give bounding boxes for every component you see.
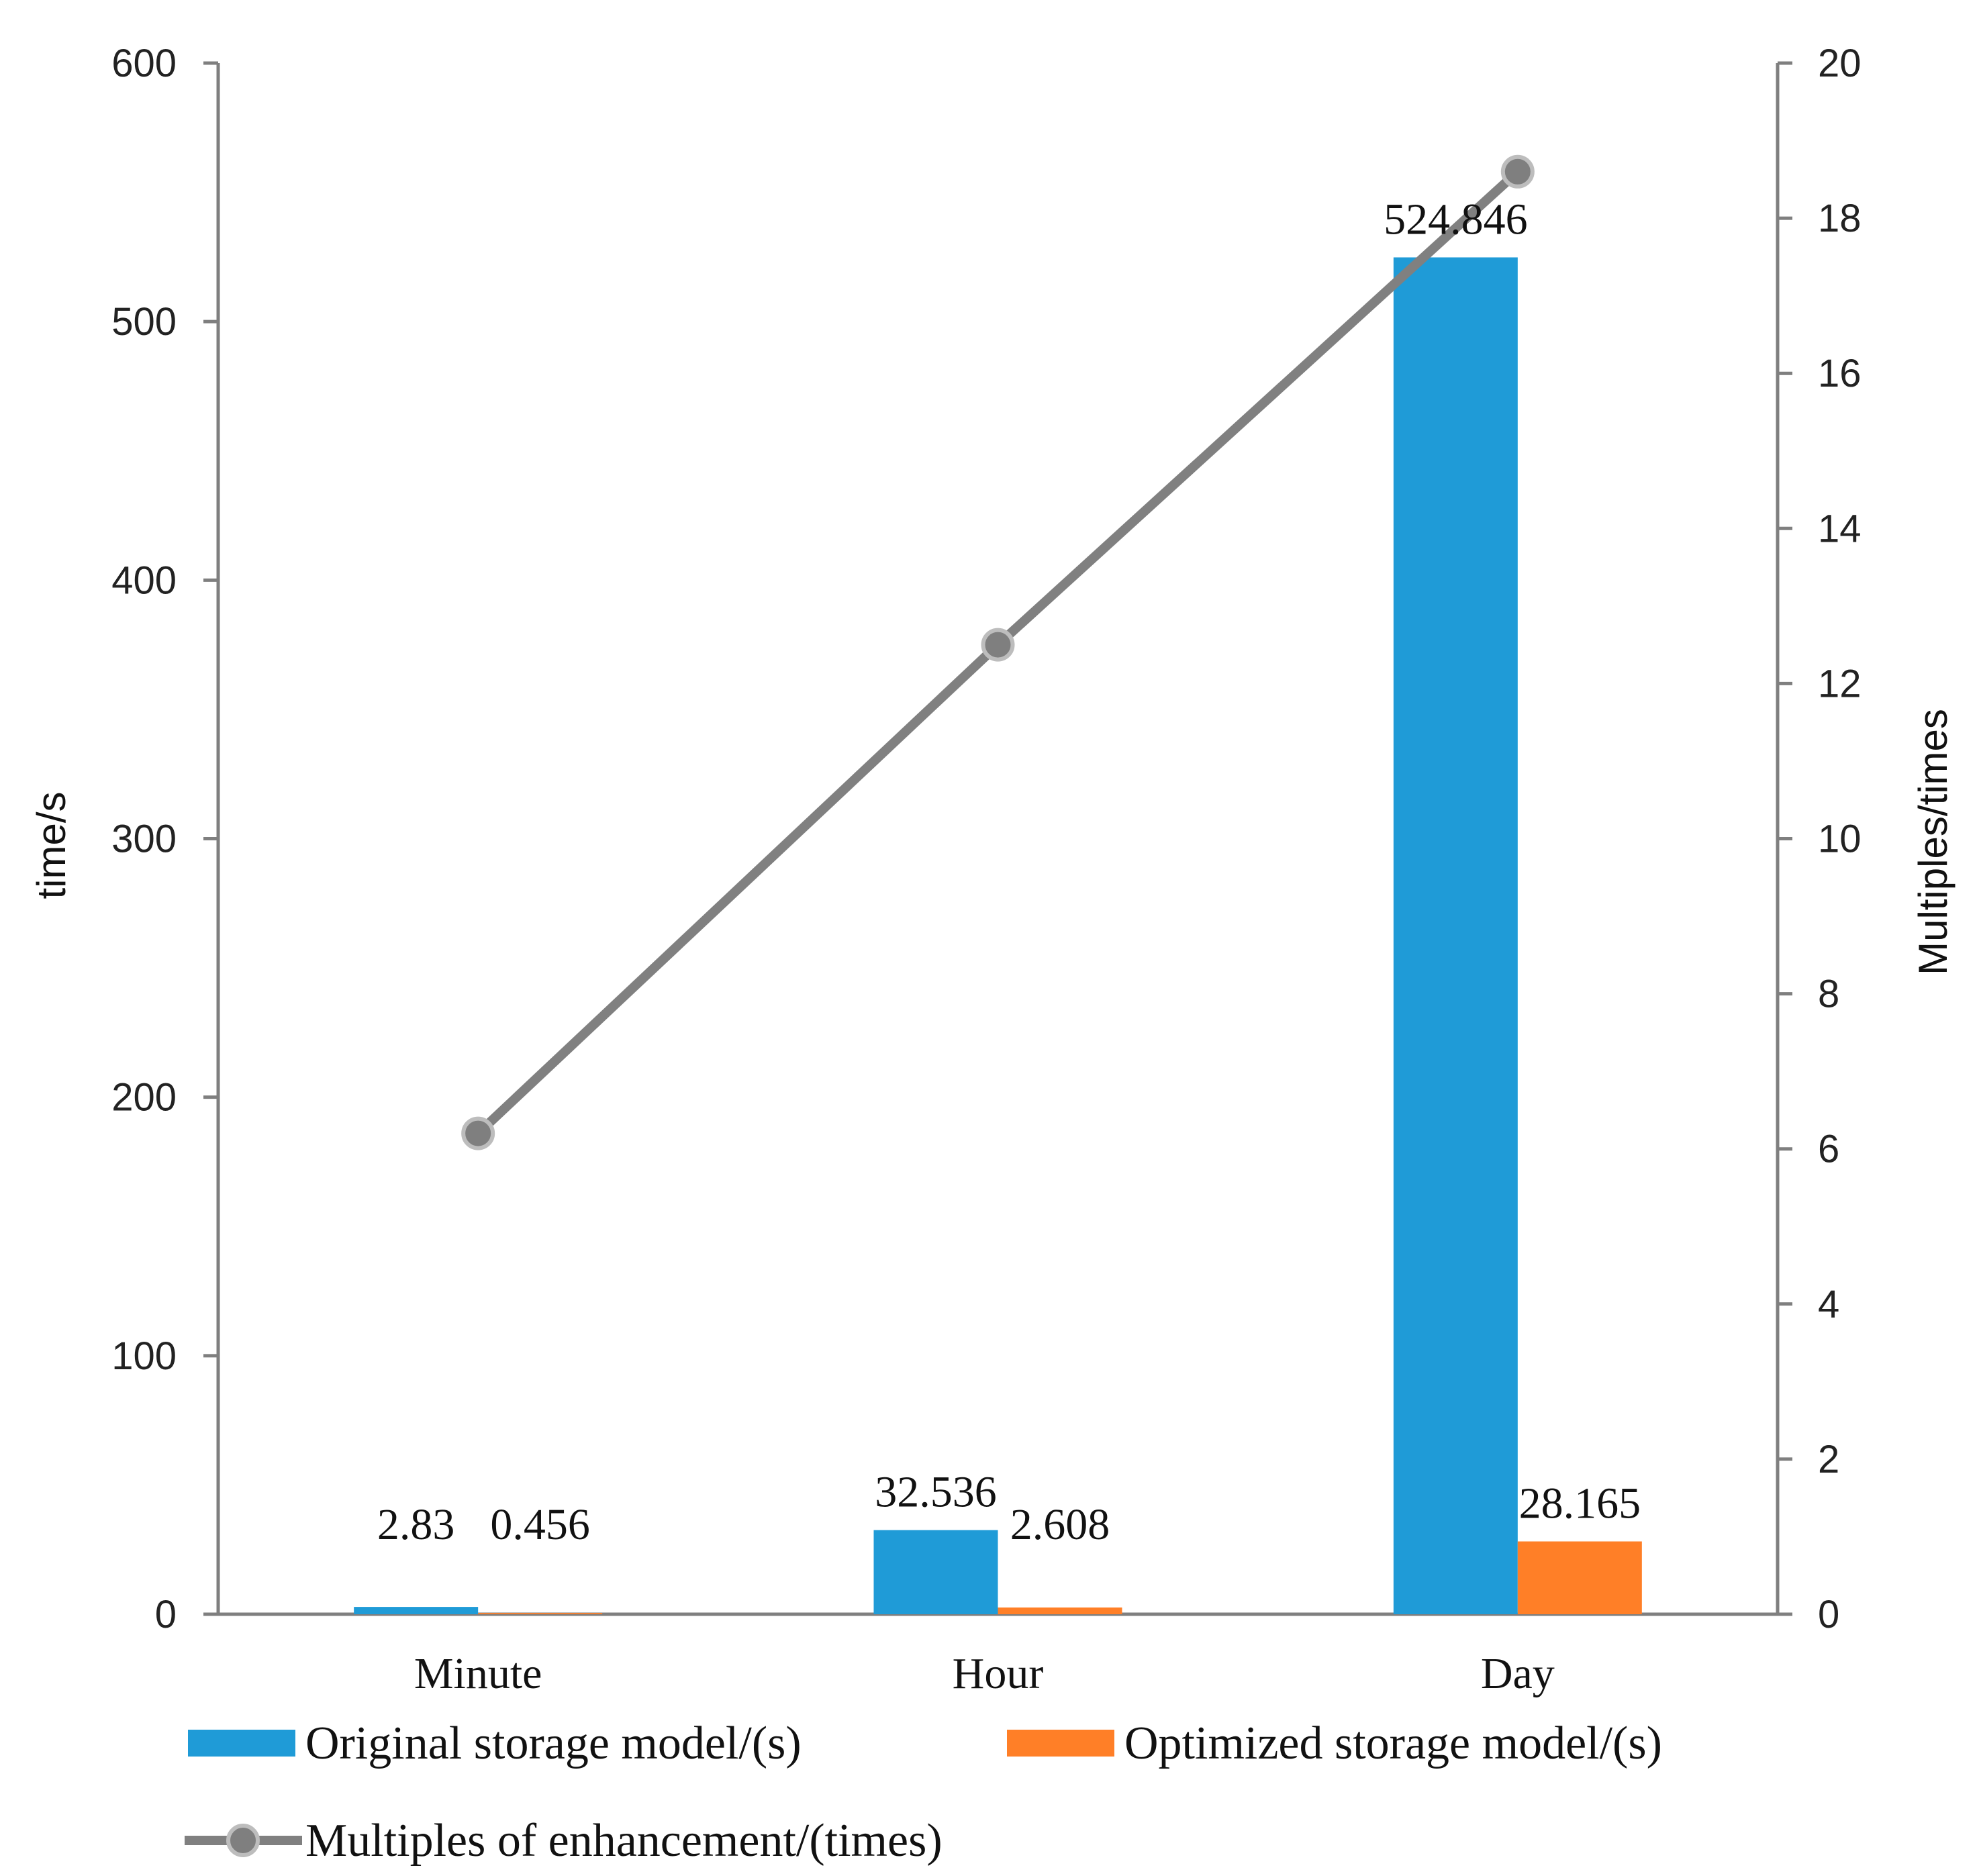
legend-label-original: Original storage model/(s) [305, 1718, 802, 1769]
y-tick-label-right: 12 [1818, 662, 1862, 705]
legend-label-optimized: Optimized storage model/(s) [1124, 1718, 1662, 1769]
y-tick-label-left: 600 [111, 42, 177, 85]
legend-label-multiples: Multiples of enhancement/(times) [305, 1815, 943, 1867]
y-tick-label-right: 4 [1818, 1283, 1839, 1326]
x-tick-label: Minute [414, 1649, 542, 1698]
y-axis-title: time/s [29, 791, 74, 899]
y-tick-label-right: 18 [1818, 197, 1862, 240]
bar-original [873, 1530, 998, 1614]
y-tick-label-right: 10 [1818, 818, 1862, 861]
enhancement-line [461, 154, 1535, 1150]
bar-optimized [998, 1607, 1122, 1614]
data-label: 2.83 [377, 1500, 455, 1549]
data-label: 28.165 [1519, 1479, 1641, 1528]
legend-swatch-marker [226, 1824, 260, 1857]
y-tick-label-right: 6 [1818, 1128, 1839, 1171]
line-marker [981, 628, 1015, 662]
legend: Original storage model/(s) Optimized stor… [185, 1718, 1662, 1867]
bar-original [354, 1607, 479, 1614]
y-tick-label-right: 20 [1818, 42, 1862, 85]
y2-axis-title: Multiples/times [1911, 709, 1956, 975]
legend-swatch-optimized [1007, 1730, 1114, 1757]
y-tick-label-left: 200 [111, 1076, 177, 1120]
bar-optimized [1517, 1541, 1642, 1614]
x-tick-label: Hour [953, 1649, 1044, 1698]
line-marker [461, 1116, 495, 1150]
data-label: 524.846 [1384, 195, 1528, 244]
axes: 0 100 200 300 400 500 600 0 2 4 6 8 10 12 14 16 18 20 Minu… [29, 42, 1956, 1698]
y-tick-label-right: 8 [1818, 973, 1839, 1016]
y-tick-label-right: 2 [1818, 1438, 1839, 1481]
y-tick-label-right: 0 [1818, 1593, 1839, 1636]
data-label: 2.608 [1010, 1500, 1110, 1549]
data-label: 32.536 [875, 1468, 997, 1517]
y-tick-label-right: 16 [1818, 352, 1862, 395]
y-tick-label-left: 0 [155, 1593, 177, 1636]
y-tick-label-left: 500 [111, 300, 177, 344]
data-labels: 2.83 32.536 524.846 0.456 2.608 28.165 [377, 195, 1641, 1548]
data-label: 0.456 [490, 1500, 590, 1549]
y-tick-label-right: 14 [1818, 507, 1862, 550]
y-tick-label-left: 100 [111, 1334, 177, 1378]
x-tick-label: Day [1481, 1649, 1555, 1698]
y-tick-label-left: 300 [111, 818, 177, 861]
line-marker [1500, 154, 1535, 189]
bar-optimized [478, 1613, 603, 1614]
bar-original [1393, 257, 1518, 1615]
bars [354, 257, 1642, 1615]
legend-swatch-original [188, 1730, 295, 1757]
y-tick-label-left: 400 [111, 558, 177, 602]
